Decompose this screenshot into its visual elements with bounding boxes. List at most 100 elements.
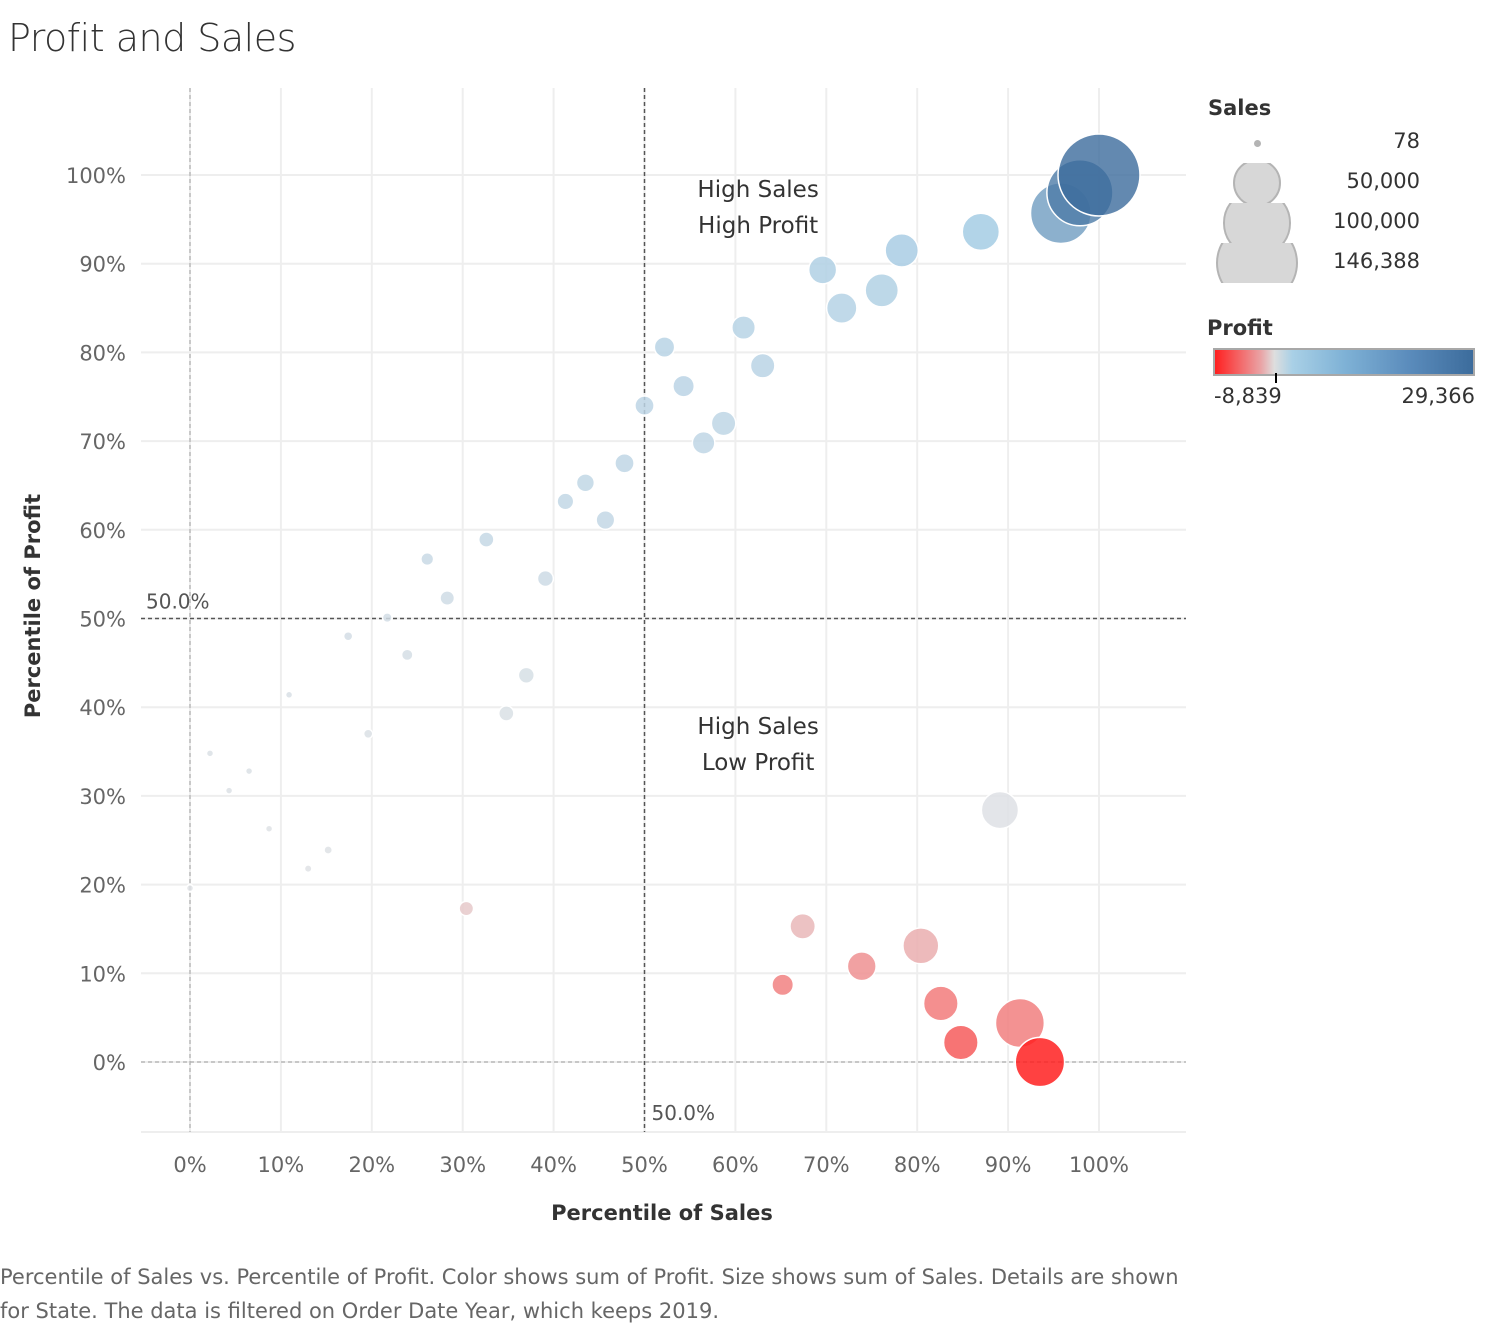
gridlines (141, 88, 1186, 1133)
data-point[interactable] (205, 749, 215, 758)
plot-area (141, 88, 1186, 1132)
color-legend-max: 29,366 (1401, 384, 1475, 408)
data-point[interactable] (323, 845, 334, 855)
data-point[interactable] (846, 951, 877, 982)
quadrant-annotation: High Sales (697, 177, 818, 203)
data-point[interactable] (478, 531, 495, 548)
x-tick-label: 10% (258, 1153, 305, 1177)
y-tick-label: 100% (66, 164, 126, 188)
size-legend-title: Sales (1208, 96, 1272, 120)
color-legend-zero-marker (1275, 373, 1277, 383)
data-point[interactable] (691, 430, 716, 455)
reference-lines: 50.0% 50.0% (141, 88, 1186, 1132)
x-axis-title: Percentile of Sales (551, 1201, 773, 1225)
size-legend-circle (1223, 203, 1291, 243)
data-point[interactable] (439, 590, 456, 607)
data-point[interactable] (381, 612, 393, 624)
ref-line-label-x: 50.0% (652, 1101, 716, 1125)
x-tick-label: 100% (1069, 1153, 1129, 1177)
data-point[interactable] (284, 690, 294, 700)
data-point[interactable] (980, 790, 1020, 830)
data-point[interactable] (789, 912, 817, 940)
size-legend-item: 100,000 (1200, 203, 1420, 243)
x-tick-label: 20% (348, 1153, 395, 1177)
y-tick-label: 40% (79, 696, 126, 720)
data-point[interactable] (710, 410, 737, 437)
data-point[interactable] (1014, 1036, 1066, 1088)
x-tick-label: 0% (173, 1153, 206, 1177)
data-point[interactable] (498, 705, 515, 722)
data-point[interactable] (264, 824, 274, 833)
y-tick-label: 10% (79, 962, 126, 986)
data-point[interactable] (536, 569, 555, 588)
size-legend-label: 78 (1393, 129, 1420, 153)
size-legend-circle (1233, 163, 1281, 203)
data-point[interactable] (864, 272, 900, 308)
data-point[interactable] (362, 728, 374, 740)
y-tick-label: 0% (93, 1051, 126, 1075)
data-point[interactable] (224, 786, 234, 795)
ref-line-label-y: 50.0% (146, 590, 210, 614)
data-point[interactable] (517, 666, 536, 684)
y-axis-ticks: 0% 10% 20% 30% 40% 50% 60% 70% 80% 90% 100% (66, 164, 126, 1075)
quadrant-annotation: Low Profit (702, 750, 815, 776)
x-tick-label: 40% (530, 1153, 577, 1177)
size-legend-label: 146,388 (1333, 249, 1420, 273)
data-point[interactable] (653, 336, 676, 358)
data-point[interactable] (771, 973, 795, 997)
x-tick-label: 80% (894, 1153, 941, 1177)
size-legend-circle (1253, 139, 1261, 147)
chart-title: Profit and Sales (8, 16, 296, 60)
data-point[interactable] (922, 985, 959, 1022)
data-point[interactable] (672, 374, 696, 398)
data-point[interactable] (884, 233, 920, 268)
chart-caption: Percentile of Sales vs. Percentile of Pr… (0, 1265, 1179, 1323)
x-tick-label: 50% (621, 1153, 668, 1177)
data-point[interactable] (942, 1024, 979, 1061)
data-point[interactable] (420, 551, 435, 567)
data-point[interactable] (634, 395, 655, 416)
data-point[interactable] (342, 630, 354, 642)
x-tick-label: 90% (985, 1153, 1032, 1177)
color-legend-title: Profit (1207, 316, 1273, 340)
data-point[interactable] (458, 900, 475, 917)
data-point[interactable] (244, 766, 254, 776)
data-point[interactable] (902, 927, 940, 965)
data-point[interactable] (575, 473, 596, 493)
quadrant-annotation: High Profit (698, 213, 818, 239)
y-tick-label: 70% (79, 430, 126, 454)
quadrant-annotation: High Sales (697, 714, 818, 740)
y-tick-label: 60% (79, 519, 126, 543)
size-legend-circle (1216, 243, 1298, 283)
data-point[interactable] (731, 315, 757, 341)
data-point[interactable] (1057, 133, 1141, 217)
y-tick-label: 30% (79, 785, 126, 809)
data-point[interactable] (556, 492, 575, 511)
data-point[interactable] (614, 452, 635, 474)
y-tick-label: 20% (79, 874, 126, 898)
data-points (185, 133, 1141, 1088)
data-point[interactable] (303, 864, 313, 874)
color-legend-gradient (1213, 348, 1475, 376)
x-tick-label: 70% (803, 1153, 850, 1177)
y-axis-title: Percentile of Profit (21, 494, 45, 718)
size-legend-label: 50,000 (1346, 169, 1420, 193)
data-point[interactable] (185, 883, 195, 893)
data-point[interactable] (961, 212, 1001, 252)
y-tick-label: 80% (79, 341, 126, 365)
data-point[interactable] (825, 292, 858, 324)
annotations: High Sales High Profit High Sales Low Profi… (697, 177, 818, 776)
data-point[interactable] (400, 648, 414, 662)
size-legend-label: 100,000 (1333, 209, 1420, 233)
data-point[interactable] (595, 510, 616, 531)
x-tick-label: 30% (439, 1153, 486, 1177)
size-legend-item: 78 (1200, 123, 1420, 163)
x-tick-label: 60% (712, 1153, 759, 1177)
size-legend-item: 50,000 (1200, 163, 1420, 203)
x-axis-ticks: 0% 10% 20% 30% 40% 50% 60% 70% 80% 90% 100% (173, 1153, 1129, 1177)
y-tick-label: 50% (79, 608, 126, 632)
data-point[interactable] (807, 255, 838, 285)
color-legend-min: -8,839 (1214, 384, 1282, 408)
data-point[interactable] (749, 352, 776, 379)
